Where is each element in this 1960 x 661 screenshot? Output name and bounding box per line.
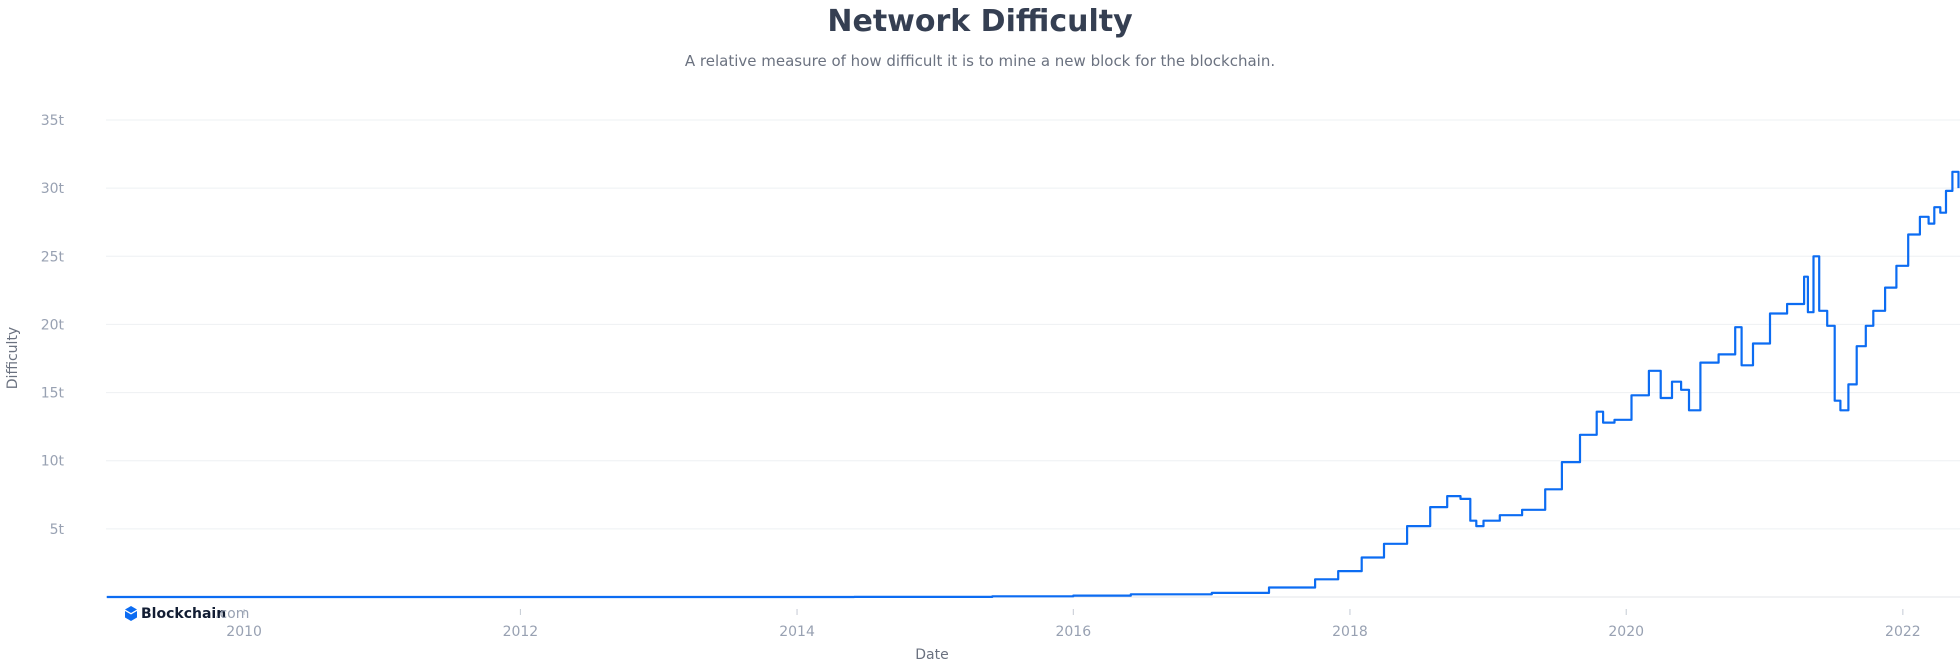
- x-tick-label: 2014: [779, 624, 815, 640]
- x-tick-label: 2012: [503, 624, 539, 640]
- y-axis-label: Difficulty: [5, 327, 21, 389]
- x-tick-label: 2016: [1055, 624, 1091, 640]
- x-tick-label: 2018: [1332, 624, 1368, 640]
- y-tick-label: 25t: [41, 249, 65, 265]
- watermark: Blockchain .com: [125, 606, 249, 622]
- x-tick-label: 2022: [1885, 624, 1921, 640]
- series-line: [106, 170, 1960, 599]
- y-tick-label: 10t: [41, 454, 65, 470]
- y-tick-label: 15t: [41, 386, 65, 402]
- y-tick-label: 35t: [41, 113, 65, 129]
- x-axis-ticks: 2010 2012 2014 2016 2018 2020 2022: [226, 609, 1921, 640]
- x-axis-label: Date: [915, 647, 948, 661]
- grid-lines: [106, 119, 1960, 598]
- y-tick-label: 5t: [50, 522, 65, 538]
- y-tick-label: 20t: [41, 317, 65, 333]
- blockchain-logo-icon: [125, 606, 137, 621]
- x-tick-label: 2010: [226, 624, 262, 640]
- x-tick-label: 2020: [1608, 624, 1644, 640]
- watermark-brand: Blockchain: [141, 606, 226, 622]
- chart-subtitle: A relative measure of how difficult it i…: [684, 52, 1276, 70]
- y-axis-ticks: 5t 10t 15t 20t 25t 30t 35t: [41, 113, 65, 538]
- chart-title: Network Difficulty: [827, 4, 1133, 39]
- y-tick-label: 30t: [41, 181, 65, 197]
- watermark-domain: .com: [215, 606, 249, 622]
